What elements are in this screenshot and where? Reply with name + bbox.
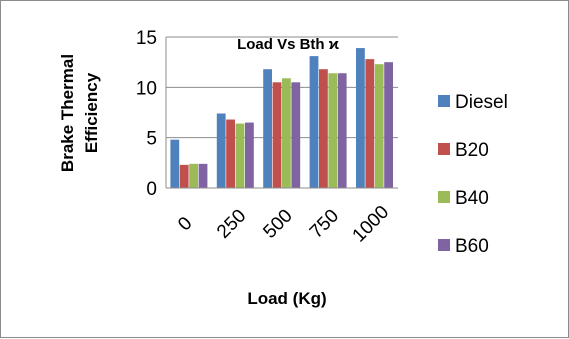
legend-label-diesel: Diesel	[455, 92, 508, 113]
bar-b40-0	[189, 163, 198, 188]
bar-b60-250	[245, 122, 254, 188]
x-tick-label: 0	[174, 213, 196, 235]
legend-swatch-b60	[438, 239, 450, 251]
bars-layer	[170, 48, 393, 189]
legend-swatch-diesel	[438, 95, 450, 107]
x-axis-label: Load (Kg)	[247, 289, 326, 308]
bar-b20-1000	[365, 59, 375, 188]
bar-diesel-0	[170, 139, 180, 188]
x-tick-label: 500	[259, 205, 296, 242]
bar-diesel-500	[263, 69, 272, 188]
legend-label-b40: B40	[455, 188, 489, 209]
legend: Diesel B20 B40 B60	[438, 92, 508, 257]
bar-b40-250	[235, 123, 245, 188]
y-tick-label: 15	[136, 28, 157, 49]
legend-label-b60: B60	[455, 236, 489, 257]
legend-swatch-b20	[438, 143, 450, 155]
bar-b60-0	[198, 163, 208, 188]
y-axis-label-line-2: Efficiency	[82, 72, 101, 153]
bar-diesel-1000	[356, 48, 365, 188]
legend-label-b20: B20	[455, 140, 489, 161]
bar-b60-1000	[384, 62, 393, 188]
y-tick-label: 0	[146, 179, 157, 200]
y-tick-label: 10	[136, 78, 157, 99]
bar-b60-750	[337, 73, 347, 188]
bar-diesel-250	[216, 113, 226, 188]
legend-swatch-b40	[438, 191, 450, 203]
bar-b40-750	[328, 73, 338, 188]
x-tick-label: 1000	[349, 202, 394, 247]
y-tick-label: 5	[146, 129, 157, 150]
chart-title: Load Vs Bth ϰ	[237, 36, 340, 53]
bar-b20-750	[319, 69, 328, 188]
bar-b20-500	[272, 82, 282, 188]
bar-b40-1000	[374, 64, 384, 188]
bar-b20-0	[179, 164, 189, 188]
axes-layer	[165, 37, 398, 189]
x-tick-label: 750	[306, 205, 343, 242]
bar-b20-250	[226, 119, 235, 188]
bar-b40-500	[282, 78, 291, 188]
y-axis-label-line-1: Brake Thermal	[58, 54, 77, 172]
y-axis-label: Brake Thermal Efficiency	[58, 54, 101, 172]
x-tick-label: 250	[213, 205, 250, 242]
bar-diesel-750	[309, 56, 319, 189]
bar-b60-500	[291, 82, 301, 188]
